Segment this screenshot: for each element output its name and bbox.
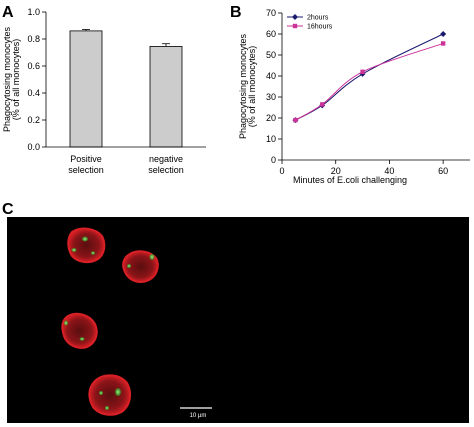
y-axis-title-line: (% of all monocytes) (247, 46, 257, 128)
x-tick-label: selection (68, 165, 104, 175)
bar-chart-bars (69, 29, 183, 148)
data-point (293, 117, 298, 123)
scale-bar-label: 10 µm (190, 413, 207, 419)
y-tick-label: 0.0 (27, 142, 40, 152)
line-chart-legend: 2hours 16hours (287, 14, 333, 31)
x-tick-label: negative (149, 154, 183, 164)
legend-swatch-marker (292, 23, 298, 29)
y-tick-label: 1.0 (27, 7, 40, 17)
cell (88, 374, 132, 416)
line-chart-x-axis-title: Minutes of E.coli challenging (293, 175, 407, 185)
line-chart-series (292, 31, 447, 124)
cell (122, 250, 159, 283)
series (293, 41, 446, 123)
y-tick-label: 0.8 (27, 34, 40, 44)
granule (71, 248, 77, 252)
legend-swatch-marker (292, 14, 298, 20)
granule (127, 264, 131, 268)
granule (64, 320, 68, 326)
y-tick-label: 40 (266, 71, 276, 81)
y-tick-label: 50 (266, 50, 276, 60)
bar (149, 46, 183, 148)
y-axis-title-line: (% of all monocytes) (11, 39, 21, 121)
x-tick-label: 20 (331, 166, 341, 176)
granule (149, 254, 155, 260)
line-chart: Phagocytosing monocytes (% of all monocyt… (238, 8, 470, 185)
line-chart-y-ticks: 0 10 20 30 40 50 60 70 (266, 8, 282, 165)
legend-label: 2hours (307, 15, 329, 22)
x-tick-label: selection (148, 165, 184, 175)
bar-chart: Phagocytosing monocytes (% of all monocyt… (2, 7, 206, 175)
series-line (295, 42, 444, 121)
y-tick-label: 60 (266, 29, 276, 39)
y-tick-label: 0.2 (27, 115, 40, 125)
granule (99, 391, 103, 395)
x-tick-label: 60 (438, 166, 448, 176)
granule (91, 251, 95, 255)
bar-chart-y-ticks: 0.0 0.2 0.4 0.6 0.8 1.0 (27, 7, 46, 152)
line-chart-y-axis-title: Phagocytosing monocytes (% of all monocyt… (238, 33, 257, 139)
granule (105, 406, 109, 410)
data-point (320, 102, 325, 107)
panel-label-a: A (2, 4, 14, 21)
bar-chart-y-axis-title: Phagocytosing monocytes (% of all monocyt… (2, 26, 21, 132)
legend-label: 16hours (307, 24, 333, 31)
bar (69, 30, 103, 148)
y-tick-label: 70 (266, 8, 276, 18)
y-tick-label: 30 (266, 92, 276, 102)
bar-chart-axes (45, 12, 206, 148)
data-point (440, 41, 446, 46)
y-tick-label: 0.4 (27, 88, 40, 98)
cell (61, 312, 98, 349)
x-tick-label: 40 (384, 166, 394, 176)
y-tick-label: 0.6 (27, 61, 40, 71)
data-point (440, 31, 447, 37)
y-axis-title-line: Phagocytosing monocytes (2, 26, 12, 132)
panel-label-b: B (230, 4, 242, 21)
cell (67, 227, 106, 264)
line-chart-axes (281, 13, 470, 161)
x-tick-label: 0 (279, 166, 284, 176)
data-point (360, 69, 365, 74)
micrograph: 10 µm (7, 217, 469, 423)
line-chart-x-ticks: 0 20 40 60 (279, 160, 448, 176)
y-tick-label: 0 (271, 155, 276, 165)
granule (79, 337, 85, 341)
granule (115, 388, 121, 396)
y-tick-label: 10 (266, 134, 276, 144)
y-axis-title-line: Phagocytosing monocytes (238, 33, 248, 139)
granule (82, 236, 88, 242)
y-tick-label: 20 (266, 113, 276, 123)
panel-label-c: C (2, 201, 14, 218)
x-tick-label: Positive (70, 154, 102, 164)
